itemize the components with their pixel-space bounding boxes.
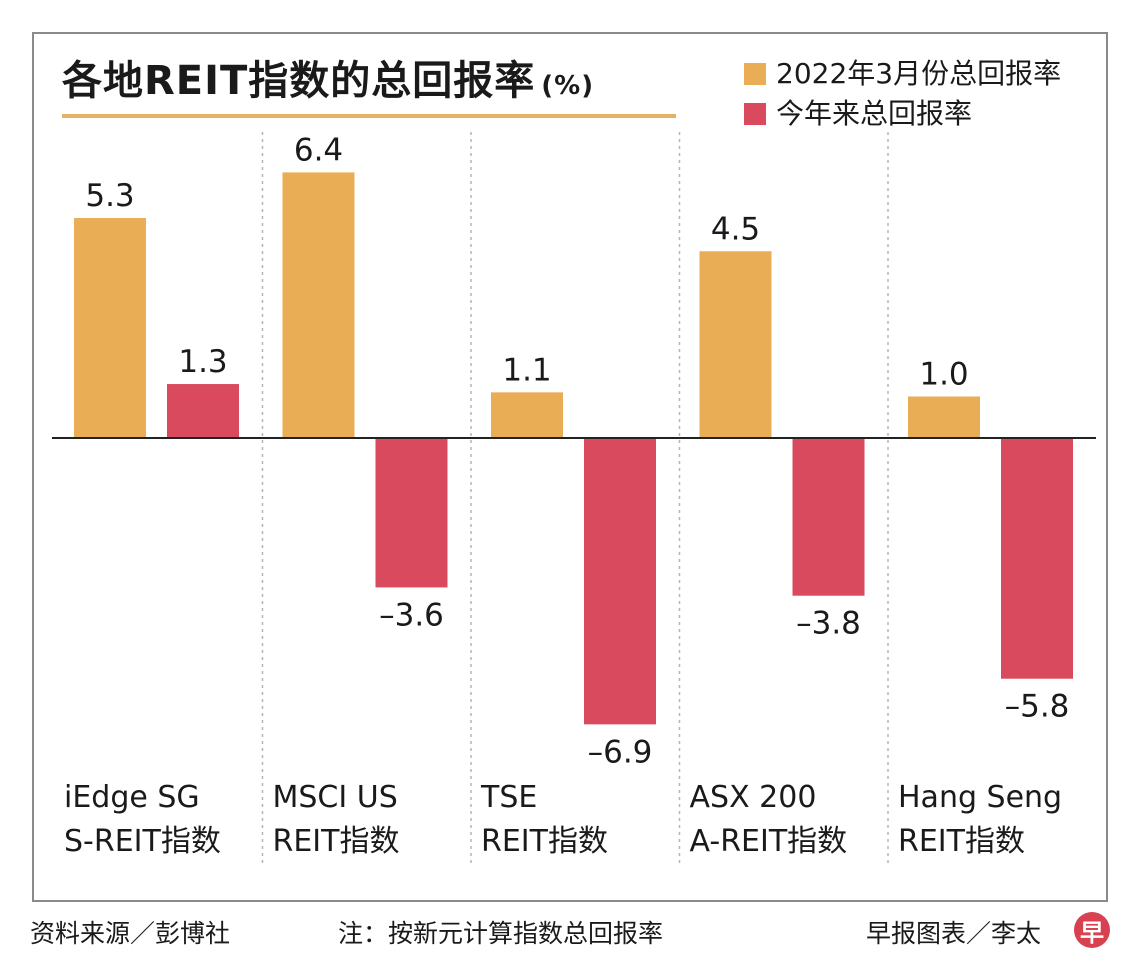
bar-march [908, 396, 980, 438]
legend-swatch-ytd [744, 103, 766, 125]
category-label-line: ASX 200 [689, 780, 817, 815]
bar-ytd [584, 438, 656, 725]
data-label: –6.9 [588, 734, 653, 770]
legend-swatch-march [744, 63, 766, 85]
category-label: iEdge SG S-REIT指数 [64, 776, 221, 864]
zaobao-logo: 早 [1074, 912, 1110, 948]
data-label: 1.1 [502, 352, 551, 388]
legend-label-ytd: 今年来总回报率 [776, 97, 973, 130]
bar-march [74, 218, 146, 438]
title-underline [62, 114, 676, 118]
category-label-line: REIT指数 [481, 824, 608, 859]
chart-unit: (%) [541, 71, 595, 101]
data-label: 1.0 [919, 357, 968, 393]
legend: 2022年3月份总回报率 今年来总回报率 [744, 54, 1061, 134]
data-label: –5.8 [1005, 689, 1070, 725]
category-label-line: MSCI US [272, 780, 398, 815]
data-label: 6.4 [294, 132, 343, 168]
bar-march [491, 392, 563, 438]
chart-title: 各地REIT指数的总回报率 (%) [62, 58, 595, 104]
credit-note: 早报图表／李太 [866, 919, 1042, 948]
data-label: –3.8 [796, 606, 861, 642]
category-label-line: Hang Seng [898, 780, 1063, 815]
bar-ytd [375, 438, 448, 588]
bar-march [282, 172, 355, 438]
bar-ytd [1001, 438, 1073, 679]
data-label: –3.6 [379, 597, 444, 633]
category-label-line: REIT指数 [898, 824, 1025, 859]
category-label: MSCI US REIT指数 [273, 776, 400, 864]
currency-note: 注：按新元计算指数总回报率 [338, 919, 664, 948]
source-note: 资料来源／彭博社 [30, 919, 231, 948]
category-label: TSE REIT指数 [481, 776, 608, 864]
category-label: ASX 200 A-REIT指数 [690, 776, 848, 864]
data-label: 5.3 [85, 178, 134, 214]
legend-label-march: 2022年3月份总回报率 [776, 57, 1062, 90]
legend-item-march: 2022年3月份总回报率 [744, 54, 1061, 94]
category-label-line: S-REIT指数 [64, 824, 221, 859]
data-label: 1.3 [178, 344, 227, 380]
bar-ytd [792, 438, 865, 596]
category-label-line: A-REIT指数 [689, 824, 848, 859]
category-label-line: iEdge SG [64, 780, 200, 815]
category-label-line: TSE [481, 780, 538, 815]
category-label-line: REIT指数 [272, 824, 400, 859]
chart-frame [32, 32, 1108, 902]
bar-ytd [167, 384, 239, 438]
data-label: 4.5 [711, 211, 760, 247]
legend-item-ytd: 今年来总回报率 [744, 94, 1061, 134]
bar-march [699, 251, 772, 438]
category-label: Hang Seng REIT指数 [898, 776, 1062, 864]
